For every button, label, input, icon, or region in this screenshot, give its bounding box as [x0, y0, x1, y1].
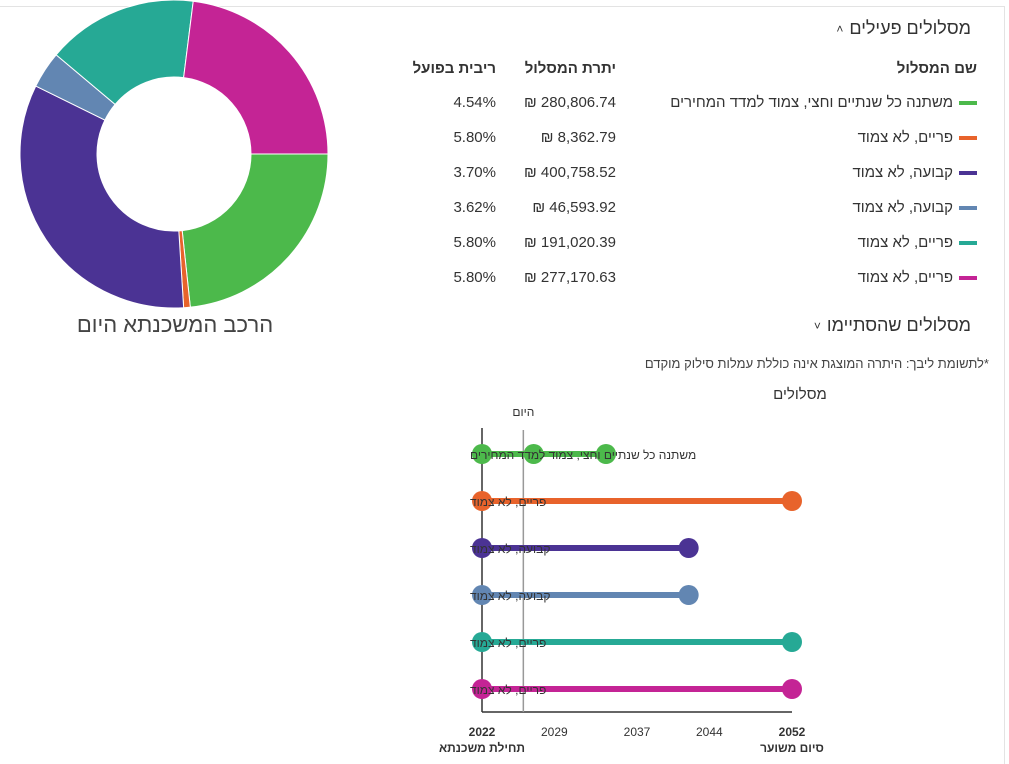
legend-swatch: [959, 205, 977, 210]
track-point[interactable]: [472, 538, 492, 558]
track-series-label: פריים, לא צמוד: [470, 636, 546, 650]
track-name-cell: פריים, לא צמוד: [647, 234, 977, 251]
track-name-cell: משתנה כל שנתיים וחצי, צמוד למדד המחירים: [647, 94, 977, 111]
header-track-name: שם המסלול: [896, 60, 977, 77]
track-rate: 5.80%: [453, 269, 496, 286]
track-name: קבועה, לא צמוד: [852, 164, 953, 181]
ended-tracks-toggle[interactable]: מסלולים שהסתיימו ˅: [814, 315, 971, 336]
donut-chart-title: הרכב המשכנתא היום: [76, 312, 274, 337]
track-name: קבועה, לא צמוד: [852, 199, 953, 216]
track-name-cell: קבועה, לא צמוד: [647, 199, 977, 216]
track-rate: 3.62%: [453, 199, 496, 216]
track-series-label: פריים, לא צמוד: [470, 683, 546, 697]
legend-swatch: [959, 170, 977, 175]
donut-slice[interactable]: [19, 85, 185, 309]
early-repayment-note: *לתשומת ליבך: היתרה המוצגת אינה כוללת עמ…: [644, 356, 989, 371]
track-name-cell: פריים, לא צמוד: [647, 269, 977, 286]
track-balance: ₪ 400,758.52: [524, 164, 616, 181]
header-track-balance: יתרת המסלול: [524, 60, 616, 77]
track-name: פריים, לא צמוד: [857, 234, 953, 251]
track-point[interactable]: [472, 585, 492, 605]
active-tracks-toggle[interactable]: מסלולים פעילים ˄: [836, 18, 971, 39]
track-point[interactable]: [782, 679, 802, 699]
track-point[interactable]: [678, 538, 699, 558]
track-name: משתנה כל שנתיים וחצי, צמוד למדד המחירים: [670, 94, 953, 111]
timeline-chart-title: מסלולים: [773, 386, 827, 403]
track-series-label: פריים, לא צמוד: [470, 495, 546, 509]
track-balance: ₪ 277,170.63: [524, 269, 616, 286]
track-point[interactable]: [472, 491, 492, 511]
track-name: פריים, לא צמוד: [857, 269, 953, 286]
track-series-label: קבועה, לא צמוד: [470, 589, 550, 603]
donut-chart-svg: [19, 0, 329, 309]
legend-swatch: [959, 135, 977, 140]
x-tick-label: 2052: [779, 725, 806, 739]
track-series-label: משתנה כל שנתיים וחצי, צמוד למדד המחירים: [470, 448, 696, 462]
panel-right-border: [1004, 6, 1005, 764]
today-label: היום: [512, 405, 534, 419]
estimated-end-label: סיום משוער: [760, 741, 824, 755]
active-tracks-title: מסלולים פעילים: [849, 18, 971, 38]
track-series-label: קבועה, לא צמוד: [470, 542, 550, 556]
legend-swatch: [959, 240, 977, 245]
track-name-cell: קבועה, לא צמוד: [647, 164, 977, 181]
header-effective-rate: ריבית בפועל: [412, 60, 496, 77]
track-name: פריים, לא צמוד: [857, 129, 953, 146]
track-point[interactable]: [523, 444, 544, 464]
track-point[interactable]: [472, 679, 492, 699]
legend-swatch: [959, 100, 977, 105]
x-tick-label: 2029: [541, 725, 568, 739]
ended-tracks-title: מסלולים שהסתיימו: [826, 315, 971, 335]
x-tick-label: 2044: [696, 725, 723, 739]
mortgage-composition-donut: [18, 0, 330, 309]
track-point[interactable]: [782, 491, 802, 511]
chevron-up-icon: ˄: [836, 21, 844, 36]
track-point[interactable]: [472, 632, 492, 652]
track-balance: ₪ 191,020.39: [524, 234, 616, 251]
donut-slice[interactable]: [181, 153, 329, 308]
track-rate: 4.54%: [453, 94, 496, 111]
track-rate: 3.70%: [453, 164, 496, 181]
panel-top-border: [0, 6, 1005, 7]
track-balance: ₪ 8,362.79: [540, 129, 616, 146]
track-rate: 5.80%: [453, 234, 496, 251]
x-tick-label: 2022: [469, 725, 496, 739]
donut-slice[interactable]: [183, 0, 329, 155]
x-tick-label: 2037: [624, 725, 651, 739]
track-point[interactable]: [596, 444, 616, 464]
chevron-down-icon: ˅: [813, 318, 821, 333]
timeline-chart-svg: היום משתנה כל שנתיים וחצי, צמוד למדד המחי…: [439, 405, 824, 755]
track-point[interactable]: [782, 632, 802, 652]
legend-swatch: [959, 275, 977, 280]
track-balance: ₪ 46,593.92: [532, 199, 616, 216]
track-rate: 5.80%: [453, 129, 496, 146]
track-balance: ₪ 280,806.74: [524, 94, 616, 111]
track-point[interactable]: [678, 585, 699, 605]
track-name-cell: פריים, לא צמוד: [647, 129, 977, 146]
track-point[interactable]: [472, 444, 492, 464]
mortgage-start-label: תחילת משכנתא: [439, 741, 525, 755]
